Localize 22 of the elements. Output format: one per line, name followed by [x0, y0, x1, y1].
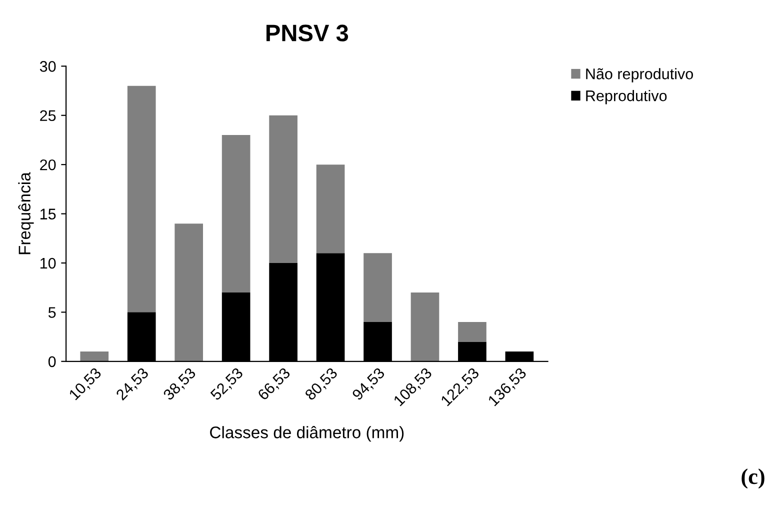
bar	[222, 135, 250, 293]
chart-title: PNSV 3	[266, 24, 348, 42]
legend-label: Reprodutivo	[586, 90, 667, 104]
y-tick-label: 30	[40, 61, 56, 72]
bar	[316, 164, 345, 254]
bar	[80, 352, 109, 362]
y-tick-label: 0	[48, 356, 56, 368]
y-axis-title: Frequência	[18, 172, 34, 254]
legend-label: Não reprodutivo	[586, 68, 693, 82]
x-axis-title: Classes de diâmetro (mm)	[210, 426, 404, 442]
y-tick-label: 5	[48, 307, 56, 318]
text: (c)	[742, 468, 764, 489]
bar	[364, 253, 392, 322]
y-tick-label: 10	[40, 258, 56, 269]
bar	[458, 322, 486, 342]
bar	[410, 292, 440, 362]
y-tick-label: 25	[40, 110, 56, 122]
y-tick-label: 15	[40, 208, 56, 220]
bar	[127, 86, 156, 312]
bar	[174, 224, 204, 362]
bar	[269, 115, 298, 263]
y-tick-label: 20	[40, 159, 56, 170]
